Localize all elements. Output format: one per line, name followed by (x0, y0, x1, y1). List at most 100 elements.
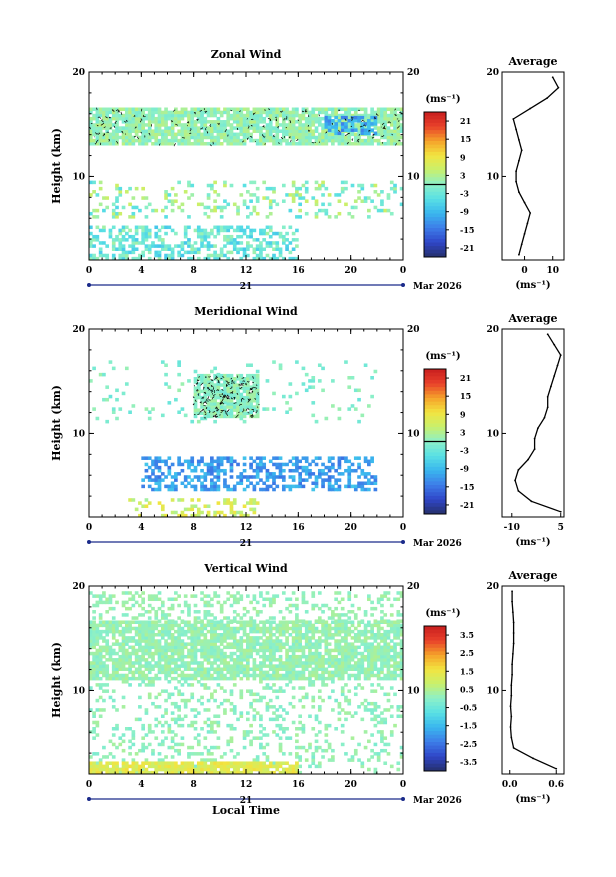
heatmap-cell (360, 184, 364, 188)
heatmap-cell (321, 136, 325, 140)
heatmap-cell (132, 244, 136, 248)
heatmap-cell (132, 661, 136, 665)
heatmap-cell (298, 475, 302, 479)
heatmap-cell (341, 658, 345, 662)
heatmap-cell (96, 671, 100, 675)
heatmap-cell (246, 658, 250, 662)
heatmap-cell (328, 671, 332, 675)
heatmap-cell (341, 627, 345, 631)
heatmap-cell (305, 212, 309, 216)
heatmap-cell (220, 456, 224, 460)
heatmap-cell (226, 664, 230, 668)
heatmap-cell (132, 238, 136, 242)
heatmap-cell (197, 133, 201, 137)
heatmap-cell (105, 642, 109, 646)
heatmap-cell (308, 674, 312, 678)
colorbar-segment (424, 159, 446, 163)
heatmap-cell (344, 655, 348, 659)
heatmap-cell (253, 393, 257, 397)
heatmap-cell (380, 667, 384, 671)
heatmap-cell (259, 466, 263, 470)
heatmap-cell (181, 674, 185, 678)
contour-segment (255, 141, 256, 142)
heatmap-cell (203, 594, 207, 598)
heatmap-cell (292, 677, 296, 681)
heatmap-cell (256, 463, 260, 467)
y-tick-label-right: 10 (407, 429, 420, 439)
heatmap-cell (282, 627, 286, 631)
heatmap-cell (370, 376, 374, 380)
heatmap-cell (338, 199, 342, 203)
heatmap-cell (89, 633, 93, 637)
heatmap-cell (141, 111, 145, 115)
heatmap-cell (315, 120, 319, 124)
heatmap-cell (302, 142, 306, 146)
heatmap-cell (390, 646, 394, 650)
heatmap-cell (318, 133, 322, 137)
heatmap-cell (210, 604, 214, 608)
heatmap-cell (115, 601, 119, 605)
heatmap-cell (387, 209, 391, 213)
heatmap-cell (99, 620, 103, 624)
heatmap-cell (266, 136, 270, 140)
heatmap-cell (230, 405, 234, 409)
heatmap-cell (223, 108, 227, 112)
heatmap-cell (197, 235, 201, 239)
heatmap-cell (351, 658, 355, 662)
heatmap-cell (164, 460, 168, 464)
heatmap-cell (259, 649, 263, 653)
heatmap-cell (148, 664, 152, 668)
heatmap-cell (318, 209, 322, 213)
heatmap-cell (367, 478, 371, 482)
heatmap-cell (259, 232, 263, 236)
heatmap-cell (115, 184, 119, 188)
heatmap-cell (194, 655, 198, 659)
heatmap-cell (383, 209, 387, 213)
heatmap-cell (190, 123, 194, 127)
heatmap-cell (109, 649, 113, 653)
heatmap-cell (115, 196, 119, 200)
heatmap-cell (256, 139, 260, 143)
heatmap-cell (145, 123, 149, 127)
heatmap-cell (256, 254, 260, 258)
heatmap-cell (220, 126, 224, 130)
heatmap-cell (357, 481, 361, 485)
heatmap-cell (213, 383, 217, 387)
heatmap-cell (347, 114, 351, 118)
heatmap-cell (164, 142, 168, 146)
heatmap-cell (315, 129, 319, 133)
heatmap-cell (122, 226, 126, 230)
heatmap-cell (194, 229, 198, 233)
heatmap-cell (148, 475, 152, 479)
heatmap-cell (210, 405, 214, 409)
heatmap-cell (243, 114, 247, 118)
heatmap-cell (344, 187, 348, 191)
heatmap-cell (99, 613, 103, 617)
heatmap-cell (302, 646, 306, 650)
heatmap-cell (351, 108, 355, 112)
heatmap-cell (259, 126, 263, 130)
heatmap-cell (118, 238, 122, 242)
heatmap-cell (181, 126, 185, 130)
heatmap-cell (213, 620, 217, 624)
heatmap-cell (269, 677, 273, 681)
heatmap-cell (105, 652, 109, 656)
heatmap-cell (318, 619, 322, 623)
heatmap-cell (190, 251, 194, 255)
heatmap-cell (102, 655, 106, 659)
heatmap-cell (279, 630, 283, 634)
heatmap-cell (207, 652, 211, 656)
heatmap-cell (269, 129, 273, 133)
heatmap-cell (249, 601, 253, 605)
heatmap-cell (145, 661, 149, 665)
heatmap-cell (374, 652, 378, 656)
colorbar-segment (424, 373, 446, 377)
heatmap-cell (344, 636, 348, 640)
heatmap-cell (302, 485, 306, 489)
heatmap-cell (171, 247, 175, 251)
heatmap-cell (383, 108, 387, 112)
heatmap-cell (109, 120, 113, 124)
heatmap-cell (305, 389, 309, 393)
heatmap-cell (164, 196, 168, 200)
heatmap-cell (109, 630, 113, 634)
